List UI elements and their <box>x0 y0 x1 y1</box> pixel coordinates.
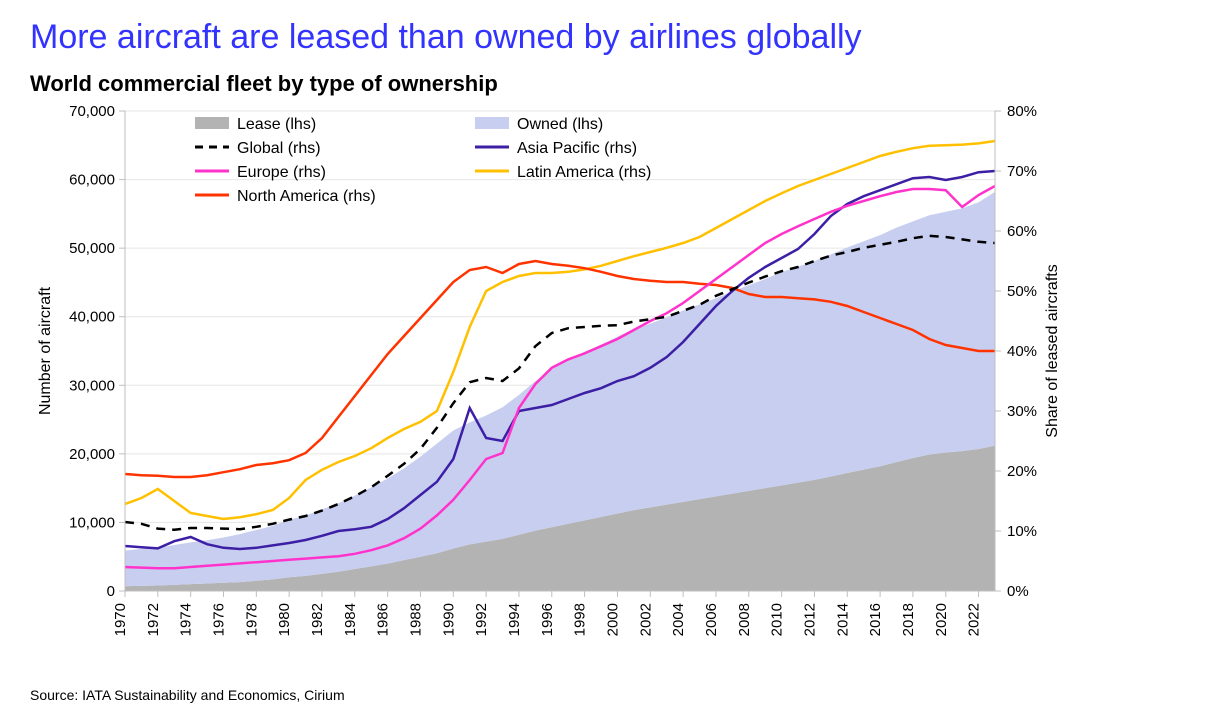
xtick: 1986 <box>375 603 392 636</box>
y-axis-label-left: Number of aircraft <box>37 286 54 415</box>
ytick-left: 60,000 <box>69 172 115 189</box>
ytick-right: 60% <box>1007 223 1037 240</box>
xtick: 1976 <box>210 603 227 636</box>
xtick: 2010 <box>769 603 786 636</box>
xtick: 1998 <box>572 603 589 636</box>
xtick: 2006 <box>703 603 720 636</box>
legend-label: Global (rhs) <box>237 140 321 157</box>
xtick: 2020 <box>933 603 950 636</box>
ytick-left: 70,000 <box>69 103 115 120</box>
ytick-right: 70% <box>1007 163 1037 180</box>
legend-label: Lease (lhs) <box>237 116 316 133</box>
legend-label: Asia Pacific (rhs) <box>517 140 637 157</box>
ytick-right: 0% <box>1007 583 1029 600</box>
xtick: 1988 <box>407 603 424 636</box>
ytick-right: 20% <box>1007 463 1037 480</box>
ytick-left: 20,000 <box>69 446 115 463</box>
ytick-left: 10,000 <box>69 514 115 531</box>
ytick-left: 50,000 <box>69 240 115 257</box>
fleet-ownership-chart: 0 10,000 20,000 30,000 40,000 50,000 60,000 70,… <box>30 101 1179 681</box>
ytick-right: 50% <box>1007 283 1037 300</box>
xtick: 1996 <box>539 603 556 636</box>
legend-label: Europe (rhs) <box>237 164 326 181</box>
xtick: 1990 <box>440 603 457 636</box>
legend-swatch <box>195 117 229 129</box>
source-footnote: Source: IATA Sustainability and Economic… <box>30 687 1179 703</box>
xtick: 1970 <box>112 603 129 636</box>
xtick: 1972 <box>145 603 162 636</box>
xtick: 2008 <box>736 603 753 636</box>
chart-container: 0 10,000 20,000 30,000 40,000 50,000 60,000 70,… <box>30 101 1179 681</box>
xtick: 2000 <box>604 603 621 636</box>
ytick-right: 10% <box>1007 523 1037 540</box>
xtick: 2014 <box>834 603 851 636</box>
ytick-left: 0 <box>107 583 115 600</box>
xtick: 1982 <box>309 603 326 636</box>
y-axis-label-right: Share of leased aircrafts <box>1044 264 1061 437</box>
xtick: 2022 <box>966 603 983 636</box>
xtick: 1994 <box>506 603 523 636</box>
ytick-left: 30,000 <box>69 377 115 394</box>
xtick: 1992 <box>473 603 490 636</box>
xtick: 2016 <box>867 603 884 636</box>
xtick: 1974 <box>178 603 195 636</box>
legend-label: Owned (lhs) <box>517 116 603 133</box>
legend-swatch <box>475 117 509 129</box>
page-title: More aircraft are leased than owned by a… <box>30 18 1179 57</box>
ytick-left: 40,000 <box>69 309 115 326</box>
legend-label: North America (rhs) <box>237 188 376 205</box>
chart-subtitle: World commercial fleet by type of owners… <box>30 71 1179 97</box>
legend-label: Latin America (rhs) <box>517 164 651 181</box>
ytick-right: 80% <box>1007 103 1037 120</box>
xtick: 2018 <box>900 603 917 636</box>
xtick: 2004 <box>670 603 687 636</box>
xtick: 2012 <box>801 603 818 636</box>
xtick: 1984 <box>342 603 359 636</box>
ytick-right: 30% <box>1007 403 1037 420</box>
xtick: 1980 <box>276 603 293 636</box>
xtick: 1978 <box>243 603 260 636</box>
xtick: 2002 <box>637 603 654 636</box>
ytick-right: 40% <box>1007 343 1037 360</box>
